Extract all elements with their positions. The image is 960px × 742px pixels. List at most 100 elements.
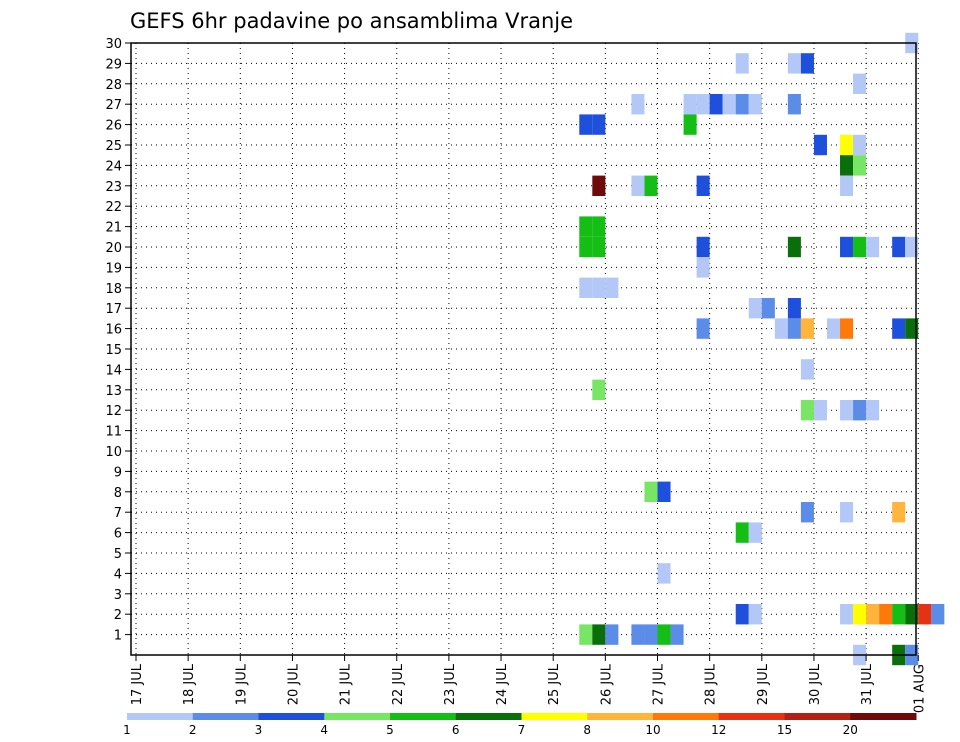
precip-cell	[722, 94, 736, 115]
precip-cell	[592, 114, 606, 135]
precip-cell	[683, 114, 697, 135]
precip-cell	[892, 502, 906, 523]
x-tick-label: 21 JUL	[339, 663, 354, 705]
precip-cell	[905, 604, 919, 625]
precip-cell	[579, 236, 593, 258]
precip-cell	[644, 481, 658, 502]
y-tick-label: 2	[114, 608, 122, 623]
colorbar-segment	[324, 713, 391, 720]
precip-cell	[931, 604, 945, 625]
precip-cell	[853, 236, 867, 258]
y-tick-label: 11	[105, 425, 122, 440]
y-tick-label: 20	[105, 241, 122, 256]
colorbar-segment	[784, 713, 851, 720]
precip-cell	[696, 236, 710, 258]
precip-cell	[644, 624, 658, 645]
y-axis: 1234567891011121314151617181920212223242…	[105, 37, 131, 644]
precip-cell	[840, 400, 854, 421]
precip-cell	[879, 604, 893, 625]
y-tick-label: 4	[114, 567, 122, 582]
precip-cell	[853, 400, 867, 421]
precip-cell	[800, 53, 814, 74]
precip-cell	[787, 53, 801, 74]
y-tick-label: 3	[114, 588, 122, 603]
precip-cell	[592, 379, 606, 400]
colorbar-label: 6	[452, 723, 460, 737]
colorbar-legend: 1 2 3 4 5 6 7 8 10 12 15 20	[123, 713, 917, 737]
precip-cell	[840, 175, 854, 196]
precip-cell	[605, 277, 619, 298]
x-tick-label: 19 JUL	[234, 663, 249, 705]
precip-cell	[853, 134, 867, 156]
y-tick-label: 24	[105, 159, 122, 174]
precip-cell	[840, 134, 854, 156]
precip-cell	[853, 73, 867, 94]
precip-cell	[696, 94, 710, 115]
y-tick-label: 22	[105, 200, 122, 215]
precip-cell	[761, 298, 775, 319]
y-tick-label: 26	[105, 119, 122, 134]
precip-cell	[709, 94, 723, 115]
precip-cell	[735, 53, 749, 74]
y-tick-label: 29	[105, 57, 122, 72]
precip-cell	[840, 318, 854, 339]
precip-cell	[905, 318, 919, 339]
colorbar-label: 10	[645, 723, 660, 737]
precip-cell	[826, 318, 841, 339]
colorbar-segment	[587, 713, 654, 720]
grid-lines	[131, 42, 919, 655]
precip-cell	[800, 400, 814, 421]
precip-cell	[840, 604, 854, 625]
x-tick-label: 31 JUL	[860, 663, 875, 705]
precip-cell	[605, 624, 619, 645]
precip-cell	[657, 481, 671, 502]
precip-cell	[683, 94, 697, 115]
x-tick-label: 29 JUL	[756, 663, 771, 705]
precip-cell	[905, 236, 919, 258]
y-tick-label: 1	[114, 629, 122, 644]
precip-cell	[579, 216, 593, 237]
precip-cell	[813, 400, 827, 421]
y-tick-label: 12	[105, 404, 122, 419]
precip-cell	[787, 236, 801, 258]
precip-cell	[892, 318, 906, 339]
x-tick-label: 01 AUG	[912, 664, 927, 713]
colorbar-label: 2	[189, 723, 197, 737]
precip-cell	[670, 624, 684, 645]
precip-cell	[579, 624, 593, 645]
x-tick-label: 23 JUL	[443, 663, 458, 705]
x-tick-label: 18 JUL	[182, 663, 197, 705]
colorbar-label: 5	[386, 723, 394, 737]
y-tick-label: 21	[105, 221, 122, 236]
colorbar-segment	[653, 713, 720, 720]
chart-title: GEFS 6hr padavine po ansamblima Vranje	[130, 9, 573, 33]
y-tick-label: 28	[105, 78, 122, 93]
precip-cell	[696, 318, 710, 339]
colorbar-segment	[455, 713, 522, 720]
plot-frame	[130, 42, 917, 656]
precip-cell	[592, 175, 606, 196]
precip-cell	[631, 94, 645, 115]
y-tick-label: 7	[114, 506, 122, 521]
colorbar-segment	[521, 713, 588, 720]
precip-cell	[735, 522, 749, 543]
x-tick-label: 30 JUL	[808, 663, 823, 705]
precip-cell	[748, 604, 762, 625]
precip-cell	[800, 502, 814, 523]
precip-cell	[787, 318, 801, 339]
precip-cell	[800, 318, 814, 339]
x-tick-label: 27 JUL	[652, 663, 667, 705]
precip-cell	[840, 502, 854, 523]
precip-cell	[892, 236, 906, 258]
x-axis: 17 JUL 18 JUL 19 JUL 20 JUL 21 JUL 22 JUL 23 J…	[130, 655, 927, 713]
colorbar-label: 3	[255, 723, 263, 737]
precip-cell	[892, 604, 906, 625]
precip-cell	[853, 155, 867, 176]
y-tick-label: 27	[105, 98, 122, 113]
colorbar-label: 7	[518, 723, 526, 737]
precip-cell	[866, 400, 880, 421]
x-tick-label: 22 JUL	[391, 663, 406, 705]
colorbar-segment	[390, 713, 457, 720]
colorbar-segment	[718, 713, 785, 720]
